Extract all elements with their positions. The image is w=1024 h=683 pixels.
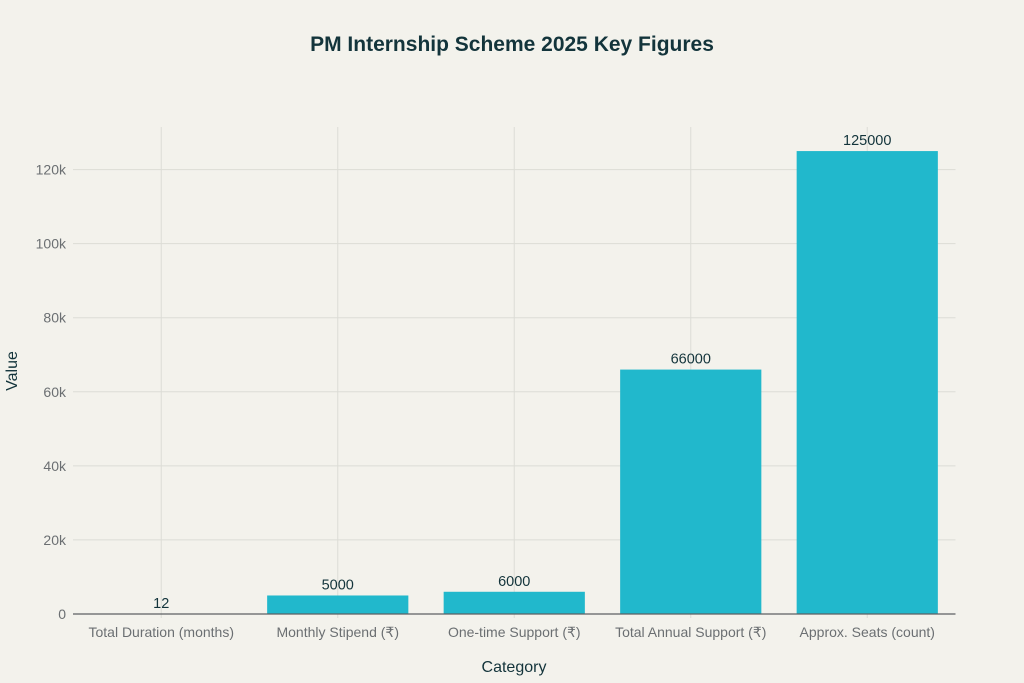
- data-label: 12: [153, 596, 169, 612]
- y-tick-label: 40k: [43, 458, 67, 474]
- x-tick-label: Approx. Seats (count): [800, 624, 935, 640]
- y-tick-label: 0: [58, 606, 66, 622]
- x-tick-label: One-time Support (₹): [448, 624, 581, 640]
- data-label: 6000: [498, 574, 530, 590]
- data-label: 66000: [671, 352, 711, 368]
- data-label: 125000: [843, 133, 891, 149]
- bar: [620, 369, 762, 614]
- bar: [796, 151, 938, 614]
- chart-title: PM Internship Scheme 2025 Key Figures: [310, 33, 714, 56]
- y-tick-label: 100k: [36, 236, 67, 252]
- y-tick-label: 20k: [43, 532, 67, 548]
- y-tick-label: 80k: [43, 310, 67, 326]
- x-axis-ticks: Total Duration (months) Monthly Stipend (…: [88, 624, 934, 640]
- x-tick-label: Total Annual Support (₹): [615, 624, 766, 640]
- y-tick-label: 60k: [43, 384, 67, 400]
- y-axis-label: Value: [4, 351, 21, 391]
- bar: [443, 591, 585, 614]
- bar: [267, 595, 409, 614]
- x-tick-label: Total Duration (months): [88, 624, 234, 640]
- x-axis-label: Category: [482, 659, 547, 676]
- x-tick-label: Monthly Stipend (₹): [276, 624, 399, 640]
- y-tick-label: 120k: [36, 162, 67, 178]
- y-axis-ticks: 0 20k 40k 60k 80k 100k 120k: [36, 162, 67, 622]
- data-label: 5000: [322, 577, 354, 593]
